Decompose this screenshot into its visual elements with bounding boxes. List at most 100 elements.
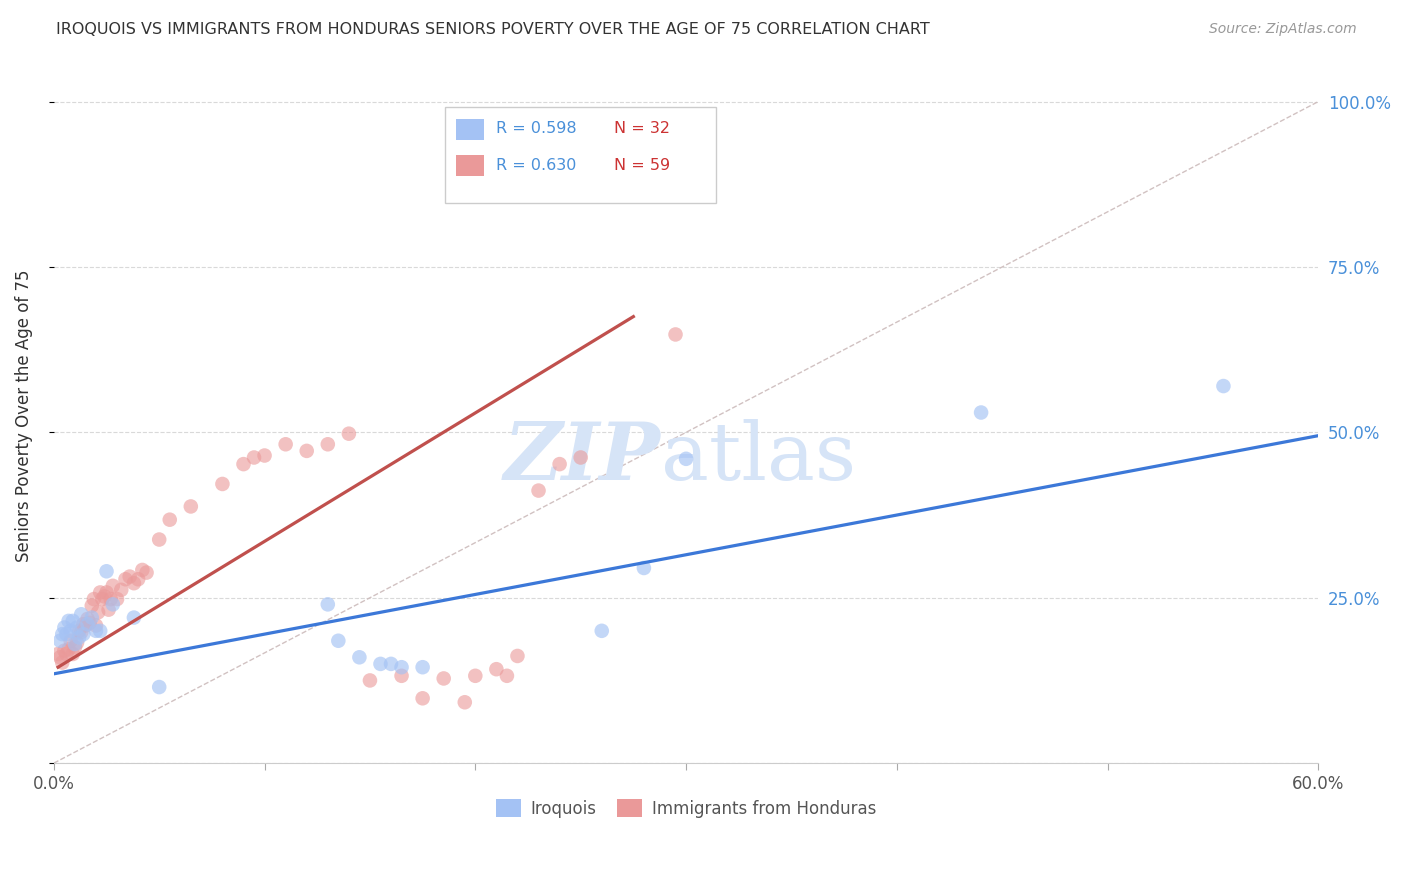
Point [67,631,90,645]
Point [66,636,89,650]
Point [664,327,686,342]
Point [180,500,202,514]
Point [295,443,318,458]
Legend: Iroquois, Immigrants from Honduras: Iroquois, Immigrants from Honduras [489,793,883,824]
Point [72,627,94,641]
Point [84,624,107,638]
Point [122,576,145,591]
Point [349,650,371,665]
Point [380,657,402,671]
Point [49,633,72,648]
Point [101,598,124,612]
Point [51,656,73,670]
Point [53,620,76,634]
Point [76,612,98,626]
Text: ZIP: ZIP [503,418,661,496]
Point [76,617,98,632]
Point [370,657,392,671]
Point [101,579,124,593]
Point [80,599,103,613]
Point [59,624,82,638]
Point [148,680,170,694]
Point [59,633,82,648]
Point [53,643,76,657]
Point [70,607,93,622]
Text: IROQUOIS VS IMMIGRANTS FROM HONDURAS SENIORS POVERTY OVER THE AGE OF 75 CORRELAT: IROQUOIS VS IMMIGRANTS FROM HONDURAS SEN… [56,22,929,37]
Point [253,449,276,463]
Point [75,618,97,632]
Point [70,625,93,640]
Point [122,610,145,624]
Bar [456,155,484,177]
Point [970,405,993,419]
Point [110,582,132,597]
Point [93,590,115,604]
Point [159,513,181,527]
Point [114,572,136,586]
Point [72,617,94,632]
Point [83,592,105,607]
Point [485,662,508,676]
Point [232,457,254,471]
Point [63,637,86,651]
Text: N = 59: N = 59 [614,158,671,172]
Point [55,647,77,661]
Point [131,563,153,577]
Point [84,618,107,632]
Point [51,627,73,641]
Point [211,477,233,491]
Point [89,585,111,599]
Point [96,564,118,578]
Point [337,426,360,441]
Point [412,691,434,706]
Text: R = 0.598: R = 0.598 [496,121,576,136]
Point [274,437,297,451]
Point [391,669,413,683]
Text: atlas: atlas [661,418,856,497]
Point [135,566,157,580]
Point [316,437,339,451]
Point [591,624,613,638]
Point [548,457,571,471]
Point [454,695,477,709]
Point [49,650,72,665]
Text: R = 0.630: R = 0.630 [496,158,576,172]
Point [569,450,592,465]
FancyBboxPatch shape [444,107,717,202]
Point [58,614,80,628]
Point [328,633,350,648]
Point [66,620,89,634]
Point [96,585,118,599]
Point [633,561,655,575]
Y-axis label: Seniors Poverty Over the Age of 75: Seniors Poverty Over the Age of 75 [15,269,32,562]
Point [97,602,120,616]
Point [89,624,111,638]
Point [80,610,103,624]
Point [148,533,170,547]
Point [527,483,550,498]
Point [91,592,114,607]
Point [359,673,381,688]
Point [496,669,519,683]
Point [63,640,86,655]
Point [464,669,486,683]
Point [675,451,697,466]
Point [79,615,101,630]
Point [62,647,84,661]
Point [46,647,69,661]
Point [316,598,339,612]
Point [58,642,80,657]
Point [1212,379,1234,393]
Text: N = 32: N = 32 [614,121,671,136]
Point [87,605,110,619]
Point [55,627,77,641]
Point [67,624,90,638]
Point [127,572,149,586]
Point [412,660,434,674]
Point [100,592,122,607]
Point [105,592,128,607]
Point [118,569,141,583]
Point [391,660,413,674]
Bar [456,120,484,140]
Point [433,672,456,686]
